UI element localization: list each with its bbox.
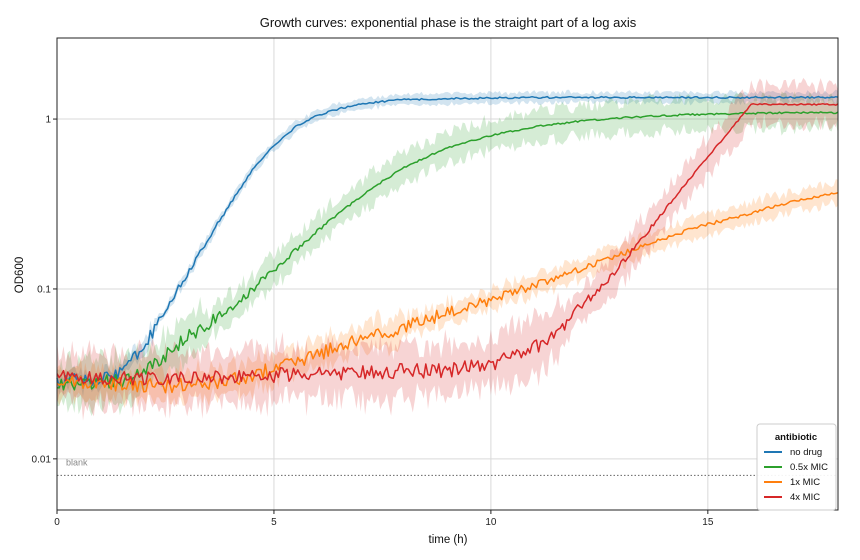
legend-box xyxy=(756,423,837,511)
y-axis-label: OD600 xyxy=(14,257,26,293)
plot-frame xyxy=(56,37,839,511)
legend-entry: no drug xyxy=(790,447,822,458)
blank-label: blank xyxy=(66,457,88,467)
x-axis-label: time (h) xyxy=(429,534,468,546)
y-tick-label: 0.1 xyxy=(37,284,51,295)
x-tick-label: 15 xyxy=(702,517,714,528)
x-tick-label: 5 xyxy=(271,517,277,528)
legend-title: antibiotic xyxy=(775,432,817,443)
legend-entry: 0.5x MIC xyxy=(790,462,828,473)
series-line-4x-mic xyxy=(56,102,839,386)
grid xyxy=(56,38,838,510)
legend-entry: 4x MIC xyxy=(790,492,820,503)
chart-title: Growth curves: exponential phase is the … xyxy=(260,15,637,30)
y-tick-label: 0.01 xyxy=(32,454,52,465)
annotations: blank xyxy=(57,457,838,476)
legend-entry: 1x MIC xyxy=(790,477,820,488)
band-1x-mic xyxy=(57,179,838,409)
axis-ticks: 0 5 10 15 0.01 0.1 1 xyxy=(32,115,714,528)
x-tick-label: 0 xyxy=(54,517,60,528)
series-line-0-5x-mic xyxy=(56,111,839,391)
series-line-1x-mic xyxy=(56,191,839,394)
series-line-no-drug xyxy=(56,95,839,389)
x-tick-label: 10 xyxy=(485,517,497,528)
legend: antibiotic no drug 0.5x MIC 1x MIC 4x MIC xyxy=(756,423,837,511)
y-tick-label: 1 xyxy=(45,115,51,126)
series-lines xyxy=(56,95,839,394)
band-no-drug xyxy=(57,89,838,398)
